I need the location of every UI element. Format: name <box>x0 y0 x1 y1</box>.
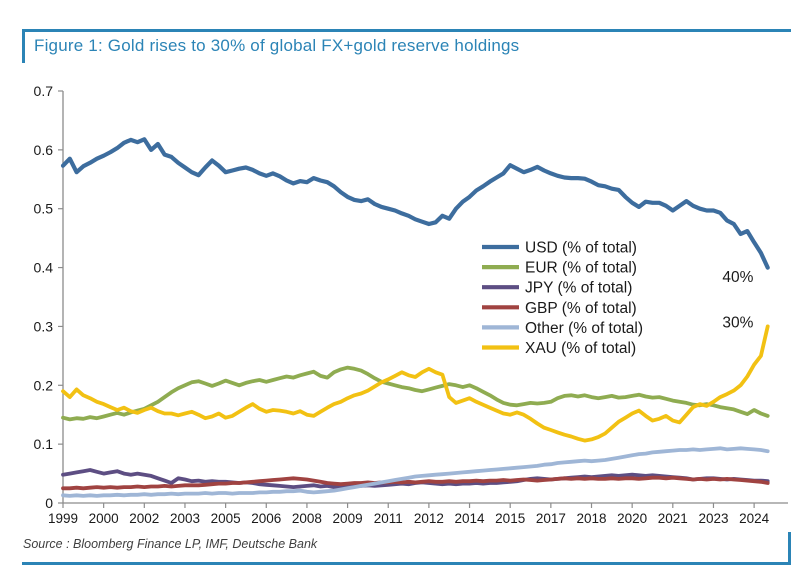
x-tick-label: 2015 <box>495 511 525 526</box>
legend-label-jpy: JPY (% of total) <box>525 280 632 297</box>
x-tick-label: 2008 <box>292 511 322 526</box>
legend-label-xau: XAU (% of total) <box>525 340 636 357</box>
chart-canvas: 0 0.1 0.2 0.3 0.4 0.5 0.6 0.7 1999 2000 2002 2003 20… <box>34 83 788 526</box>
y-tick-label: 0.6 <box>34 142 54 158</box>
y-tick-label: 0.2 <box>34 377 54 393</box>
x-tick-label: 2003 <box>170 511 200 526</box>
figure-title-accent-bar <box>22 29 25 63</box>
y-tick-label: 0 <box>45 495 53 511</box>
y-tick-label: 0.5 <box>34 201 54 217</box>
series-line-gbp <box>61 475 770 491</box>
x-tick-label: 2002 <box>129 511 159 526</box>
x-tick-label: 2005 <box>211 511 241 526</box>
annotation-30pct: 30% <box>722 314 753 331</box>
series-line-other <box>61 446 770 498</box>
source-note: Source : Bloomberg Finance LP, IMF, Deut… <box>23 537 318 551</box>
x-tick-label: 2023 <box>698 511 728 526</box>
y-tick-label: 0.3 <box>34 318 54 334</box>
x-tick-label: 2018 <box>576 511 606 526</box>
figure-top-border <box>22 29 791 32</box>
x-tick-label: 2021 <box>658 511 688 526</box>
x-tick-label: 2006 <box>251 511 281 526</box>
series-line-usd <box>60 137 770 270</box>
figure-title: Figure 1: Gold rises to 30% of global FX… <box>34 36 520 55</box>
x-tick-label: 2020 <box>617 511 647 526</box>
figure-bottom-border <box>22 562 791 565</box>
series-line-xau <box>61 324 770 443</box>
legend-label-other: Other (% of total) <box>525 320 643 337</box>
reserve-share-chart: 0 0.1 0.2 0.3 0.4 0.5 0.6 0.7 1999 2000 2002 2003 20… <box>0 80 800 550</box>
y-tick-label: 0.4 <box>34 260 54 276</box>
legend-label-usd: USD (% of total) <box>525 240 637 257</box>
legend-label-eur: EUR (% of total) <box>525 260 637 277</box>
y-tick-label: 0.1 <box>34 436 54 452</box>
x-tick-label: 2017 <box>536 511 566 526</box>
annotation-40pct: 40% <box>722 269 753 286</box>
series-line-eur <box>61 365 770 422</box>
figure-bottom-accent-bar <box>788 532 791 565</box>
x-tick-label: 2011 <box>374 511 403 526</box>
x-tick-label: 2000 <box>89 511 119 526</box>
legend-label-gbp: GBP (% of total) <box>525 300 637 317</box>
x-tick-label: 2014 <box>455 511 486 526</box>
y-tick-label: 0.7 <box>34 83 54 99</box>
x-tick-label: 1999 <box>48 511 78 526</box>
x-tick-label: 2009 <box>333 511 363 526</box>
x-tick-label: 2012 <box>414 511 444 526</box>
x-tick-label: 2024 <box>739 511 770 526</box>
